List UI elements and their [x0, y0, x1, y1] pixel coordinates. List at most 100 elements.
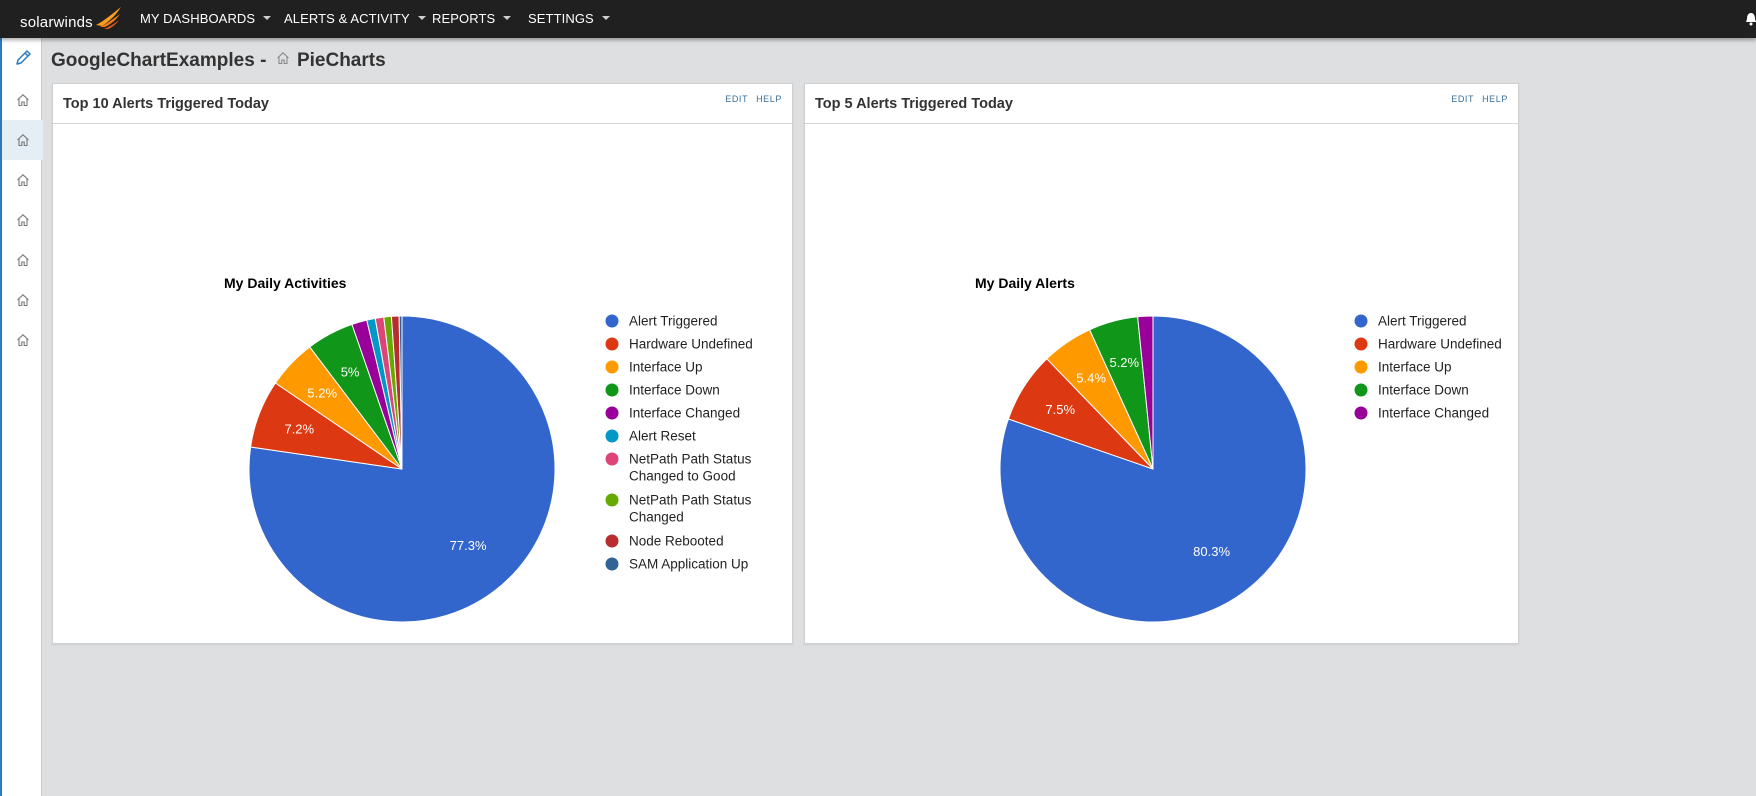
legend-label: Interface Changed [629, 406, 740, 421]
legend-item-interface-changed[interactable]: Interface Changed [1354, 406, 1490, 421]
legend-marker [605, 452, 619, 466]
legend-item-alert-triggered[interactable]: Alert Triggered [605, 314, 718, 329]
legend-marker [1354, 337, 1368, 351]
legend-item-node-rebooted[interactable]: Node Rebooted [605, 534, 724, 549]
breadcrumb-current: PieCharts [296, 50, 386, 71]
edit-link[interactable]: EDIT [725, 94, 748, 104]
nav-settings[interactable]: SETTINGS [528, 11, 610, 26]
home-icon [16, 174, 29, 187]
legend-label: NetPath Path Status Changed to Good [629, 452, 752, 484]
nav-reports-label: REPORTS [432, 11, 496, 26]
legend-label: Node Rebooted [629, 534, 724, 549]
widget-title: Top 5 Alerts Triggered Today [815, 96, 1013, 112]
legend-item-hardware-undefined[interactable]: Hardware Undefined [1354, 337, 1502, 352]
legend-item-netpath-path-status-changed-to-good[interactable]: NetPath Path Status Changed to Good [605, 452, 752, 484]
legend-item-interface-down[interactable]: Interface Down [605, 383, 720, 398]
slice-percent-label: 5% [341, 364, 360, 379]
widget-top-10-alerts: Top 10 Alerts Triggered Today EDIT HELP … [52, 83, 793, 644]
legend-marker [1354, 406, 1368, 420]
pie-slice-interface-changed[interactable] [1137, 315, 1154, 470]
caret-down-icon [601, 15, 610, 20]
legend-item-netpath-path-status-changed[interactable]: NetPath Path Status Changed [605, 493, 752, 525]
legend-label: Hardware Undefined [1378, 337, 1502, 352]
legend-item-hardware-undefined[interactable]: Hardware Undefined [605, 337, 753, 352]
legend-label: NetPath Path Status Changed [629, 493, 752, 525]
help-link[interactable]: HELP [756, 94, 782, 104]
slice-percent-label: 5.2% [307, 386, 337, 401]
legend-label: Alert Triggered [629, 314, 718, 329]
nav-alerts-activity-label: ALERTS & ACTIVITY [284, 11, 410, 26]
legend-label: Interface Changed [1378, 406, 1489, 421]
legend-label: Interface Down [629, 383, 720, 398]
slice-percent-label: 7.2% [284, 422, 314, 437]
pie-chart-daily-activities: My Daily Activities 77.3% 7.2% 5.2% 5% Alert … [224, 275, 753, 623]
pie-slice-sam-application-up[interactable] [398, 315, 403, 470]
nav-my-dashboards[interactable]: MY DASHBOARDS [140, 11, 272, 26]
legend-item-interface-changed[interactable]: Interface Changed [605, 406, 741, 421]
page-title: GoogleChartExamples - PieCharts [51, 50, 386, 72]
legend-marker [605, 360, 619, 374]
caret-down-icon [417, 15, 426, 20]
legend-marker [605, 534, 619, 548]
left-sidebar [0, 38, 43, 796]
sidebar-home-6[interactable] [2, 280, 43, 320]
legend-label: Interface Up [1378, 360, 1452, 375]
slice-percent-label: 7.5% [1045, 402, 1075, 417]
legend-item-alert-reset[interactable]: Alert Reset [605, 429, 697, 444]
top-navigation-bar: solarwinds MY DASHBOARDS ALERTS & ACTIVI… [0, 0, 1756, 38]
sidebar-home-1[interactable] [2, 80, 43, 120]
breadcrumb-separator: - [260, 50, 267, 71]
breadcrumb-parent[interactable]: GoogleChartExamples [51, 50, 255, 71]
legend-label: Interface Up [629, 360, 703, 375]
legend-marker [1354, 314, 1368, 328]
legend-item-interface-up[interactable]: Interface Up [1354, 360, 1452, 375]
slice-percent-label: 77.3% [450, 538, 487, 553]
edit-link[interactable]: EDIT [1451, 94, 1474, 104]
legend-label: Hardware Undefined [629, 337, 753, 352]
widget-links: EDIT HELP [720, 94, 782, 104]
help-link[interactable]: HELP [1482, 94, 1508, 104]
bell-icon[interactable] [1746, 12, 1756, 26]
home-icon [16, 334, 29, 347]
nav-my-dashboards-label: MY DASHBOARDS [140, 11, 256, 26]
legend-label: Alert Triggered [1378, 314, 1467, 329]
logo-flame-icon [96, 7, 121, 29]
legend-marker [1354, 360, 1368, 374]
sidebar-home-5[interactable] [2, 240, 43, 280]
chart-title: My Daily Activities [224, 275, 347, 291]
sidebar-home-3[interactable] [2, 160, 43, 200]
legend-marker [605, 406, 619, 420]
legend-marker [605, 383, 619, 397]
legend-item-interface-up[interactable]: Interface Up [605, 360, 703, 375]
edit-pencil-button[interactable] [2, 38, 43, 78]
nav-reports[interactable]: REPORTS [432, 11, 512, 26]
sidebar-home-2[interactable] [2, 120, 43, 160]
legend-label: Interface Down [1378, 383, 1469, 398]
widget-header: Top 5 Alerts Triggered Today EDIT HELP [805, 84, 1518, 124]
home-icon [16, 134, 29, 147]
slice-percent-label: 5.4% [1076, 370, 1106, 385]
legend-marker [605, 493, 619, 507]
home-icon [16, 214, 29, 227]
pie-slice-alert-triggered[interactable] [248, 315, 556, 623]
widget-top-5-alerts: Top 5 Alerts Triggered Today EDIT HELP M… [804, 83, 1519, 644]
caret-down-icon [263, 15, 272, 20]
chart-title: My Daily Alerts [975, 275, 1075, 291]
caret-down-icon [503, 15, 512, 20]
nav-alerts-activity[interactable]: ALERTS & ACTIVITY [284, 11, 426, 26]
pie-slice-alert-triggered[interactable] [999, 315, 1307, 623]
home-icon [16, 94, 29, 107]
legend-item-interface-down[interactable]: Interface Down [1354, 383, 1469, 398]
legend-marker [605, 429, 619, 443]
solarwinds-logo[interactable]: solarwinds [20, 5, 124, 33]
widget-title: Top 10 Alerts Triggered Today [63, 96, 269, 112]
legend-item-alert-triggered[interactable]: Alert Triggered [1354, 314, 1467, 329]
sidebar-home-4[interactable] [2, 200, 43, 240]
logo-text: solarwinds [20, 14, 93, 31]
sidebar-home-7[interactable] [2, 320, 43, 360]
legend-label: SAM Application Up [629, 557, 748, 572]
nav-settings-label: SETTINGS [528, 11, 594, 26]
legend-label: Alert Reset [629, 429, 696, 444]
pie-chart-daily-alerts: My Daily Alerts 80.3% 7.5% 5.4%5.2% Alert Tr… [975, 275, 1502, 623]
legend-item-sam-application-up[interactable]: SAM Application Up [605, 557, 749, 572]
